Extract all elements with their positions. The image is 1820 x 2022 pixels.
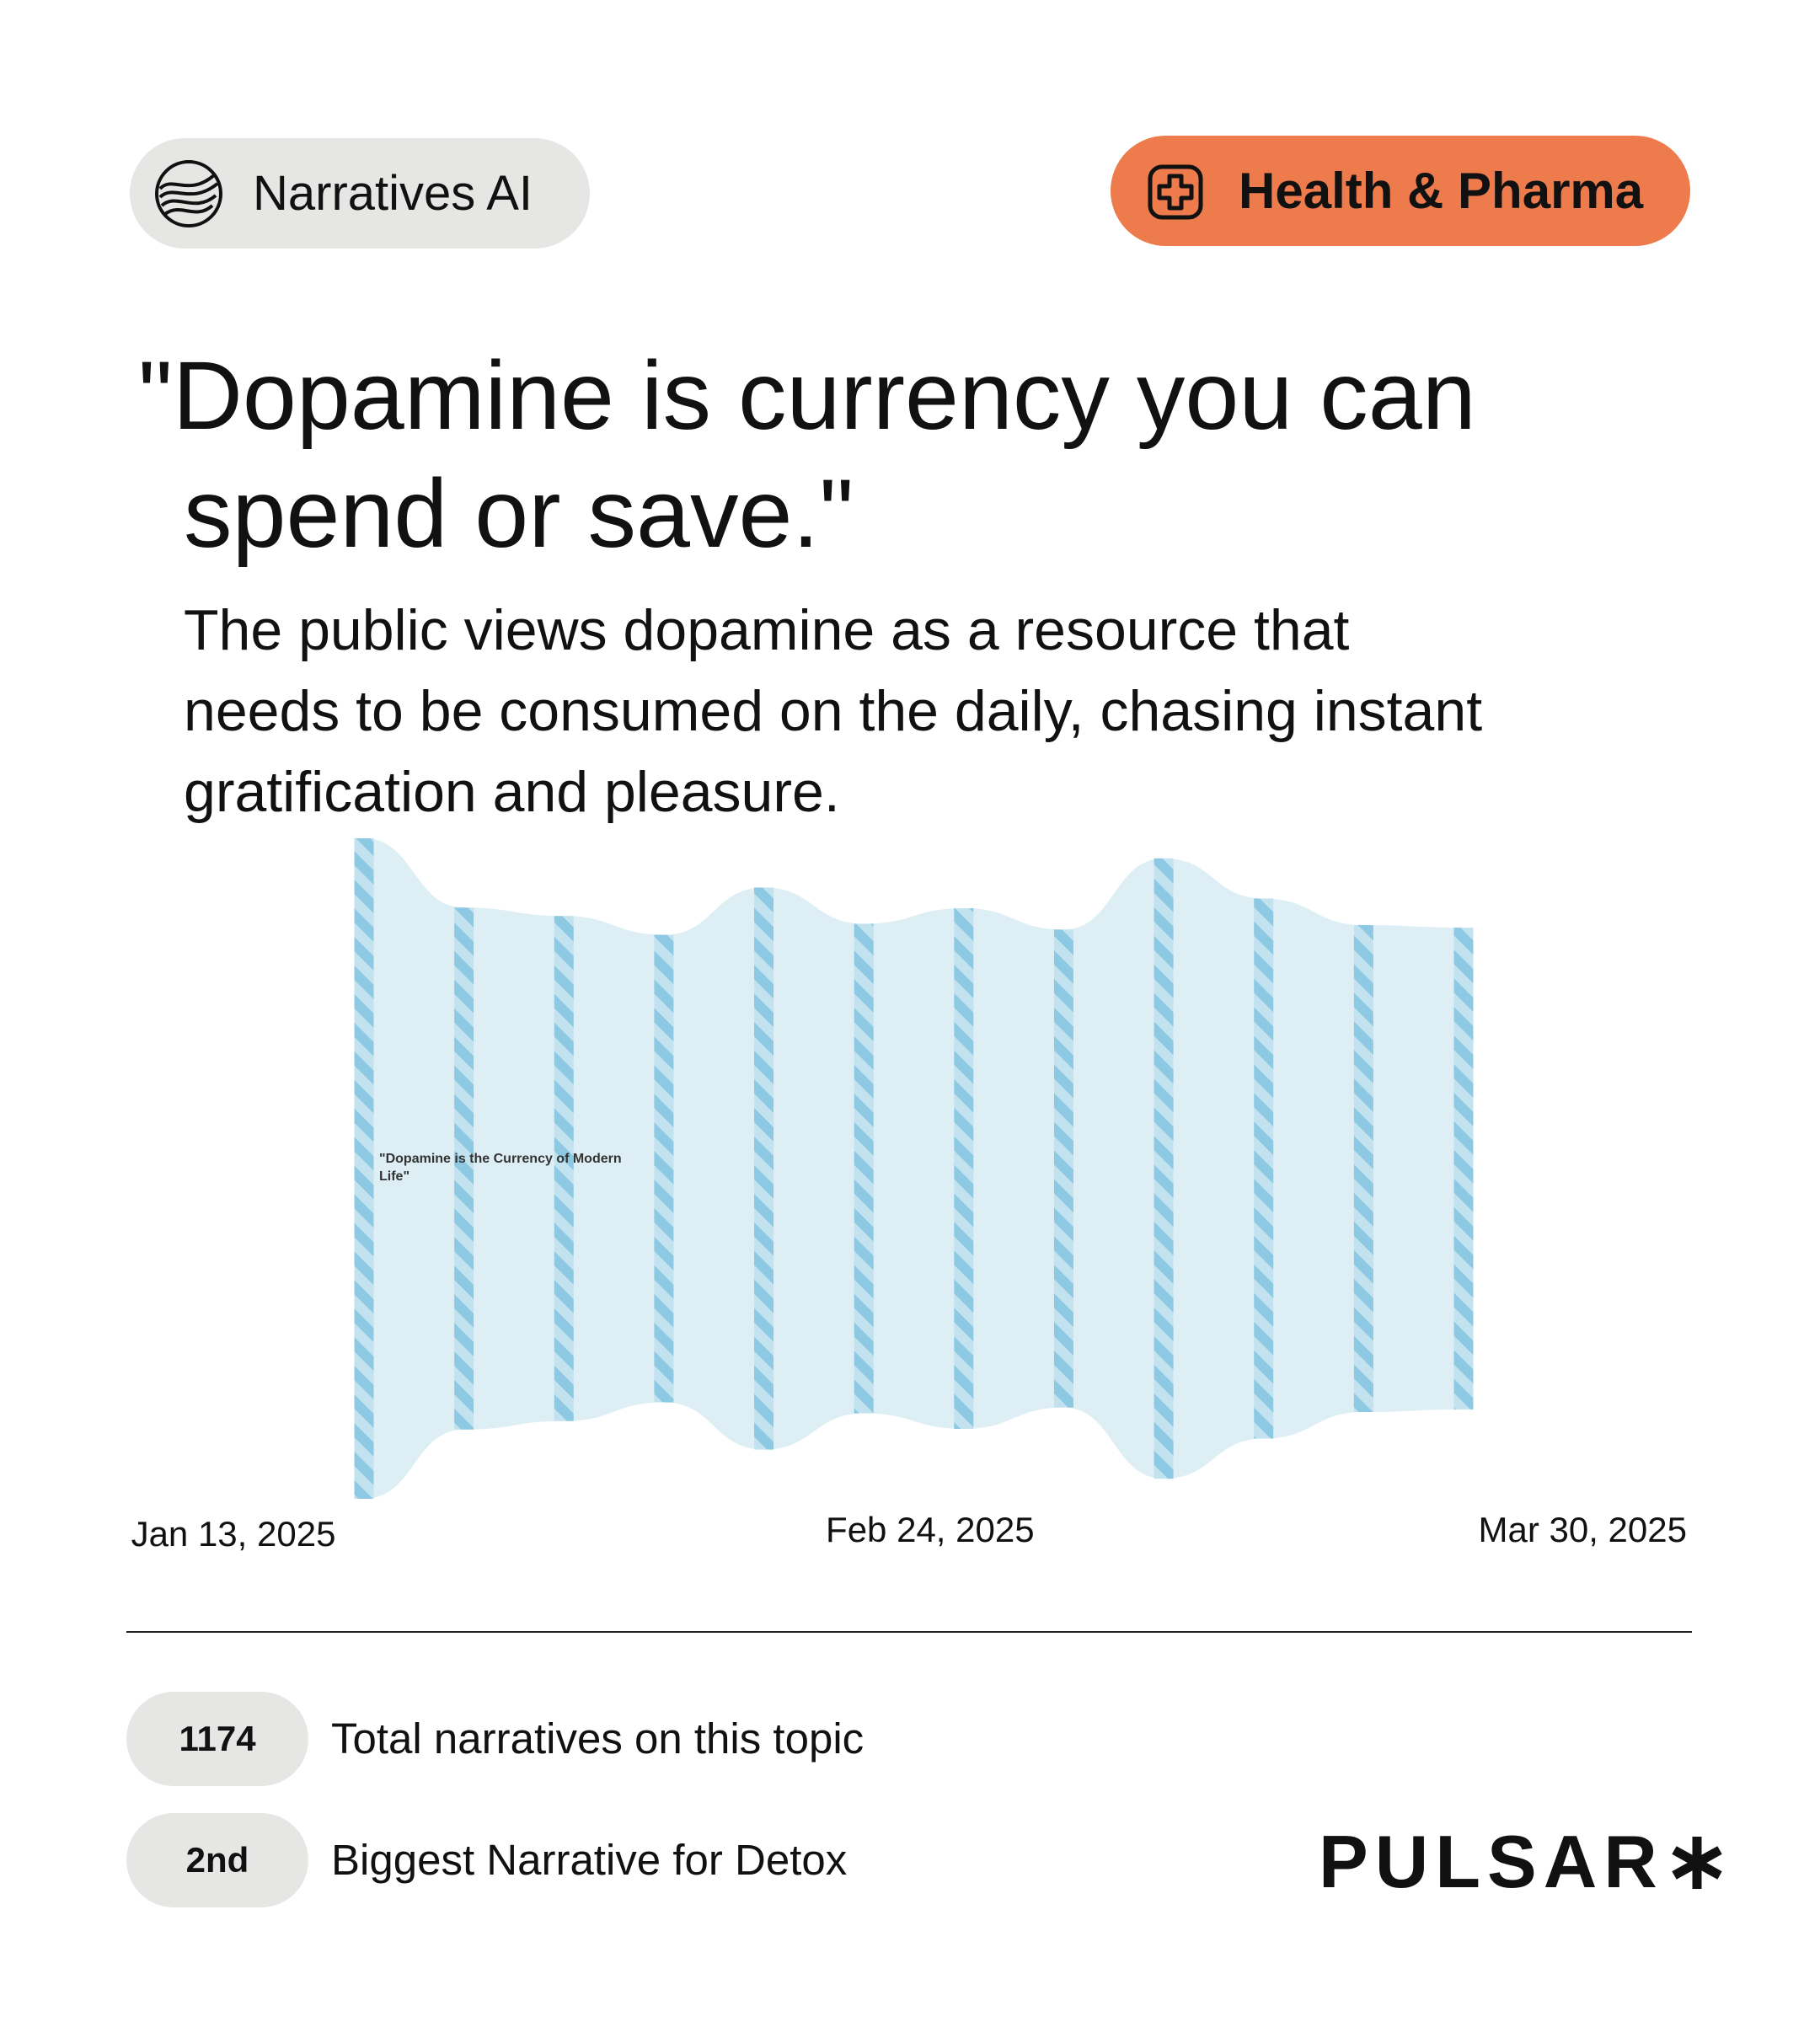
narratives-badge: Narratives AI [130,138,590,249]
divider [126,1631,1692,1633]
description: The public views dopamine as a resource … [184,598,1483,824]
stream-area [364,838,1464,1499]
bar [1254,898,1274,1439]
badge-label: Narratives AI [253,166,533,221]
stream-chart: Jan 13, 2025 Feb 24, 2025 Mar 30, 2025 "Dop… [131,838,1688,1554]
headline: "Dopamine is currency you can spend or s… [138,342,1476,568]
stat-pill: 1174 [126,1692,308,1786]
annotation: "Dopamine is the Currency of Modern Life… [379,1152,622,1184]
bar [1053,929,1073,1408]
bar [1353,924,1373,1413]
annotation-box: "Dopamine is the Currency of Modern Life… [379,1152,622,1184]
stat-label: Total narratives on this topic [331,1714,864,1763]
category-badge: Health & Pharma [1111,136,1690,246]
bar [954,908,974,1429]
x-tick-label: Mar 30, 2025 [1479,1510,1688,1549]
stat-label: Biggest Narrative for Detox [331,1836,848,1884]
bar [354,838,374,1499]
wave-icon [155,160,222,227]
bar [1453,928,1474,1410]
x-tick-label: Jan 13, 2025 [131,1514,336,1554]
bar [554,916,574,1421]
bar [854,923,874,1414]
category-label: Health & Pharma [1239,163,1644,219]
bar [754,887,774,1450]
x-tick-label: Feb 24, 2025 [826,1510,1035,1549]
bar [654,934,674,1403]
brand-text: PULSAR [1319,1820,1664,1903]
stat-pill: 2nd [126,1813,308,1907]
bar [454,907,474,1430]
brand-logo: PULSAR [1319,1820,1726,1904]
brand-asterisk [1672,1837,1722,1889]
bar [1154,858,1174,1479]
health-icon [1148,164,1203,220]
